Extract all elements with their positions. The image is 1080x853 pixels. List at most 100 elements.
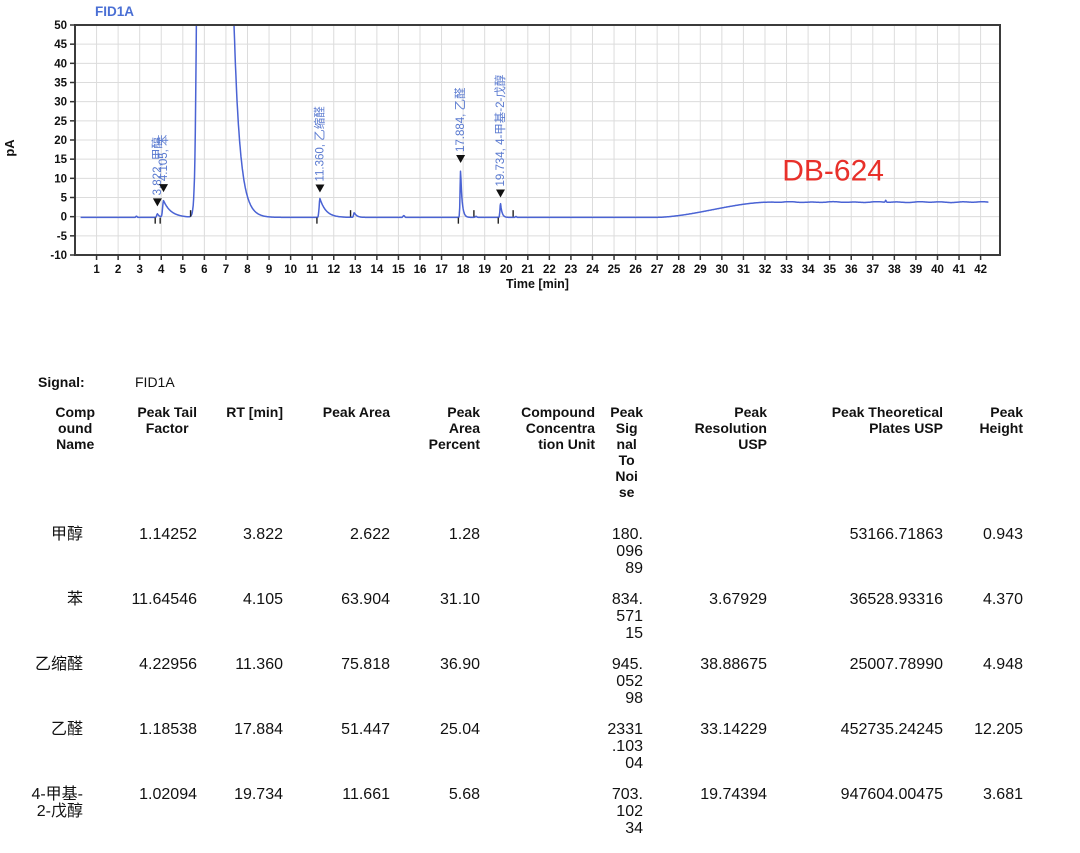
cell-peak-resolution-usp-row3: 33.14229 — [700, 721, 767, 738]
y-tick-label: 10 — [54, 173, 67, 185]
cell-peak-tail-factor-row3: 1.18538 — [139, 721, 197, 738]
x-tick-label: 42 — [974, 264, 987, 276]
column-header-text: Comp ound Name — [55, 404, 95, 452]
x-tick-label: 21 — [521, 264, 534, 276]
chromatogram-panel: -10 -5 0 5 10 15 20 25 30 35 40 45 50 1 2 3 4 5 6 7 8 9 10 11 12… — [0, 0, 1080, 300]
chart-title: FID1A — [95, 4, 134, 19]
peak-label: 4.105, 苯 — [156, 134, 170, 181]
y-tick-label: 35 — [54, 78, 67, 90]
cell-peak-tail-factor-row4: 1.02094 — [139, 786, 197, 803]
x-tick-label: 34 — [802, 264, 815, 276]
cell-compound-name-row3: 乙醛 — [50, 721, 83, 738]
cell-peak-resolution-usp-row1: 3.67929 — [709, 591, 767, 608]
column-header-compound-concentration-unit: Compound Concentra tion Unit — [480, 404, 595, 452]
column-header-text: Peak Area Percent — [428, 404, 480, 452]
x-axis-label: Time [min] — [506, 277, 569, 291]
column-header-compound-name: Comp ound Name — [30, 404, 95, 452]
x-tick-label: 9 — [266, 264, 272, 276]
signal-row: Signal: FID1A — [38, 374, 1080, 390]
cell-peak-theoretical-plates-usp-row4: 947604.00475 — [840, 786, 943, 803]
x-tick-label: 15 — [392, 264, 405, 276]
cell-peak-height-row0: 0.943 — [982, 526, 1023, 543]
x-tick-label: 20 — [500, 264, 513, 276]
x-tick-label: 16 — [414, 264, 427, 276]
cell-peak-height-row1: 4.370 — [982, 591, 1023, 608]
cell-peak-area-percent-row0: 1.28 — [448, 526, 480, 543]
signal-value: FID1A — [135, 374, 175, 390]
cell-peak-signal-to-noise-row1: 834. 571 15 — [611, 591, 643, 642]
cell-peak-theoretical-plates-usp-row2: 25007.78990 — [849, 656, 943, 673]
x-tick-label: 19 — [478, 264, 491, 276]
peak-label: 19.734, 4-甲基-2-戊醇 — [493, 74, 507, 186]
cell-compound-name-row4: 4-甲基- 2-戊醇 — [31, 786, 83, 820]
cell-rt-min-row3: 17.884 — [234, 721, 283, 738]
x-tick-label: 22 — [543, 264, 556, 276]
x-tick-label: 28 — [672, 264, 685, 276]
y-tick-label: 5 — [61, 193, 68, 205]
cell-rt-min-row0: 3.822 — [242, 526, 283, 543]
column-header-peak-tail-factor: Peak Tail Factor — [95, 404, 197, 436]
y-tick-label: 15 — [54, 154, 67, 166]
x-tick-label: 30 — [715, 264, 728, 276]
cell-peak-signal-to-noise-row0: 180. 096 89 — [611, 526, 643, 577]
y-tick-label: 20 — [54, 135, 67, 147]
x-tick-label: 10 — [284, 264, 297, 276]
x-tick-label: 4 — [158, 264, 165, 276]
cell-peak-signal-to-noise-row2: 945. 052 98 — [611, 656, 643, 707]
peak-marker-icon — [159, 184, 169, 193]
peak-marker-icon — [315, 184, 325, 193]
cell-peak-area-percent-row1: 31.10 — [439, 591, 480, 608]
cell-peak-area-percent-row2: 36.90 — [439, 656, 480, 673]
column-header-peak-theoretical-plates-usp: Peak Theoretical Plates USP — [767, 404, 943, 436]
cell-peak-area-percent-row4: 5.68 — [448, 786, 480, 803]
chromatogram-trace — [80, 25, 989, 219]
cell-rt-min-row2: 11.360 — [235, 656, 283, 673]
x-tick-label: 32 — [759, 264, 772, 276]
peak-label: 3.822, 甲醇 — [150, 137, 164, 196]
y-tick-label: -10 — [50, 250, 67, 262]
cell-peak-resolution-usp-row4: 19.74394 — [700, 786, 767, 803]
x-tick-label: 8 — [244, 264, 251, 276]
y-tick-label: 30 — [54, 97, 67, 109]
column-header-text: Peak Sig nal To Noi se — [610, 404, 643, 500]
cell-peak-area-percent-row3: 25.04 — [439, 721, 480, 738]
peak-marker-icon — [456, 155, 466, 163]
cell-compound-name-row2: 乙缩醛 — [34, 656, 83, 673]
column-header-text: Peak Tail Factor — [137, 404, 197, 436]
y-axis-label: pA — [2, 139, 17, 157]
x-tick-label: 7 — [223, 264, 229, 276]
cell-compound-name-row1: 苯 — [66, 591, 83, 608]
peak-label: 11.360, 乙缩醛 — [312, 106, 326, 182]
x-tick-label: 33 — [780, 264, 793, 276]
cell-compound-name-row0: 甲醇 — [50, 526, 83, 543]
y-tick-label: 50 — [54, 20, 67, 32]
column-annotation: DB-624 — [782, 154, 884, 187]
cell-peak-theoretical-plates-usp-row3: 452735.24245 — [840, 721, 943, 738]
cell-peak-height-row2: 4.948 — [982, 656, 1023, 673]
cell-peak-area-row2: 75.818 — [341, 656, 390, 673]
x-tick-label: 35 — [823, 264, 836, 276]
y-tick-label: 0 — [61, 212, 67, 224]
peak-table-body: 甲醇 1.14252 3.822 2.622 1.28 180. 096 89 53166.… — [30, 526, 1080, 851]
column-header-text: Peak Theoretical Plates USP — [831, 404, 943, 436]
cell-peak-theoretical-plates-usp-row0: 53166.71863 — [849, 526, 943, 543]
x-tick-label: 5 — [180, 264, 187, 276]
x-tick-label: 23 — [565, 264, 578, 276]
y-tick-label: 40 — [54, 58, 67, 70]
peak-label: 17.884, 乙醛 — [453, 87, 467, 152]
cell-peak-height-row3: 12.205 — [974, 721, 1023, 738]
column-header-text: Peak Area — [322, 404, 390, 420]
column-header-text: Peak Resolution USP — [694, 404, 767, 452]
column-header-peak-resolution-usp: Peak Resolution USP — [643, 404, 767, 452]
cell-peak-signal-to-noise-row3: 2331 .103 04 — [607, 721, 643, 772]
x-tick-label: 17 — [435, 264, 448, 276]
x-tick-label: 37 — [866, 264, 879, 276]
x-tick-label: 38 — [888, 264, 901, 276]
x-tick-label: 39 — [910, 264, 923, 276]
column-header-peak-signal-to-noise: Peak Sig nal To Noi se — [595, 404, 643, 500]
x-tick-label: 27 — [651, 264, 664, 276]
cell-peak-resolution-usp-row2: 38.88675 — [700, 656, 767, 673]
column-header-text: Peak Height — [979, 404, 1023, 436]
cell-rt-min-row1: 4.105 — [242, 591, 283, 608]
y-tick-label: -5 — [57, 231, 68, 243]
